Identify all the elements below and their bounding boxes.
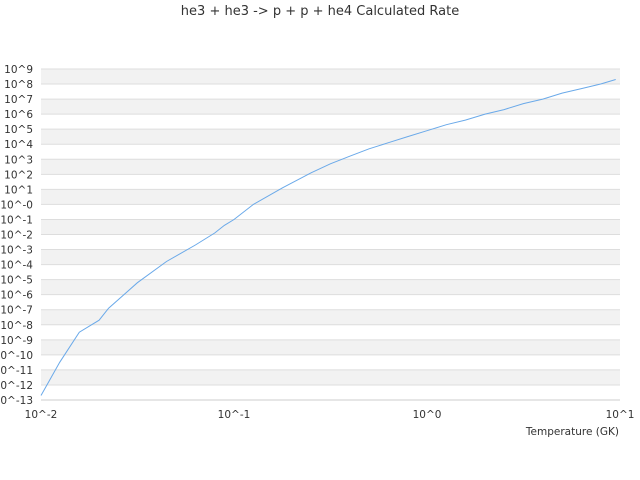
x-tick-label: 10^0 — [413, 409, 442, 421]
grid-band — [41, 309, 620, 325]
x-axis-label: Temperature (GK) — [525, 426, 619, 438]
series-line — [40, 79, 616, 396]
y-tick-label: 10^-8 — [0, 320, 33, 332]
y-tick-label: 10^9 — [4, 64, 33, 76]
grid-band — [41, 279, 620, 295]
y-tick-label: 10^-10 — [0, 350, 33, 362]
y-tick-label: 10^4 — [4, 139, 33, 151]
grid-band — [41, 369, 620, 385]
x-tick-label: 10^-2 — [25, 409, 58, 421]
grid-band — [41, 129, 620, 145]
grid-band — [41, 339, 620, 355]
y-tick-label: 10^2 — [4, 169, 33, 181]
y-tick-label: 10^7 — [4, 94, 33, 106]
y-tick-label: 10^-11 — [0, 365, 33, 377]
y-tick-label: 10^-5 — [0, 275, 33, 287]
y-tick-label: 10^-6 — [0, 290, 33, 302]
chart-title: he3 + he3 -> p + p + he4 Calculated Rate — [180, 4, 460, 19]
y-tick-label: 10^-4 — [0, 260, 33, 272]
x-tick-label: 10^1 — [606, 409, 635, 421]
grid-band — [41, 249, 620, 265]
y-tick-label: 10^-3 — [0, 245, 33, 257]
grid-band — [41, 219, 620, 235]
grid-band — [41, 159, 620, 175]
y-tick-label: 10^-1 — [0, 214, 33, 226]
y-tick-label: 10^-7 — [0, 305, 33, 317]
x-tick-label: 10^-1 — [218, 409, 251, 421]
y-tick-label: 10^8 — [4, 79, 33, 91]
grid-band — [41, 99, 620, 115]
y-tick-label: 10^-13 — [0, 395, 33, 407]
y-tick-label: 10^3 — [4, 154, 33, 166]
y-tick-label: 10^-2 — [0, 230, 33, 242]
y-tick-label: 10^5 — [4, 124, 33, 136]
y-tick-label: 10^-12 — [0, 380, 33, 392]
y-tick-label: 10^-0 — [0, 199, 33, 211]
grid-band — [41, 189, 620, 205]
y-tick-label: 10^6 — [4, 109, 33, 121]
y-tick-label: 10^1 — [4, 184, 33, 196]
y-tick-label: 10^-9 — [0, 335, 33, 347]
grid-band — [41, 69, 620, 85]
